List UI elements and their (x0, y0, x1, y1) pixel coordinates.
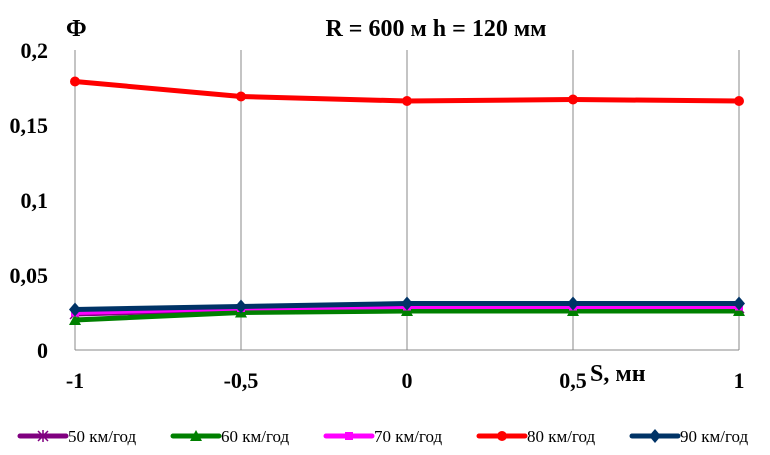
data-point-diamond (69, 302, 81, 317)
legend-label: 70 км/год (374, 427, 443, 446)
y-axis-label: Ф (66, 16, 87, 42)
x-tick-label: 0,5 (559, 368, 587, 393)
legend-label: 50 км/год (68, 427, 137, 446)
data-point-diamond (401, 296, 413, 311)
data-point-triangle (190, 430, 202, 441)
legend-item: 50 км/год (17, 427, 137, 446)
y-tick-label: 0,15 (10, 113, 49, 138)
legend-item: 70 км/год (323, 427, 443, 446)
data-point-star (37, 430, 49, 442)
legend-label: 80 км/год (527, 427, 596, 446)
series-3 (70, 76, 744, 106)
data-point-circle (70, 76, 80, 87)
legend-item: 80 км/год (476, 427, 596, 446)
y-tick-label: 0 (37, 338, 48, 363)
data-point-square (345, 432, 353, 440)
data-point-diamond (649, 429, 661, 443)
legend-item: 90 км/год (629, 427, 749, 446)
legend-item: 60 км/год (170, 427, 290, 446)
chart-title: R = 600 м h = 120 мм (325, 16, 546, 42)
x-tick-label: -1 (66, 368, 84, 393)
y-tick-label: 0,2 (21, 38, 49, 63)
legend-label: 60 км/год (221, 427, 290, 446)
data-point-circle (734, 96, 744, 106)
data-point-diamond (567, 296, 579, 311)
data-point-circle (497, 431, 507, 441)
data-point-circle (402, 96, 412, 106)
x-tick-label: -0,5 (224, 368, 259, 393)
data-point-triangle (69, 314, 81, 325)
y-tick-label: 0,1 (21, 188, 49, 213)
data-point-diamond (235, 299, 247, 314)
x-axis-label: S, мн (590, 361, 646, 387)
series-4 (69, 296, 745, 317)
data-point-circle (236, 91, 246, 102)
x-tick-label: 0 (402, 368, 413, 393)
legend-label: 90 км/год (680, 427, 749, 446)
x-tick-label: 1 (734, 368, 745, 393)
y-tick-label: 0,05 (10, 263, 49, 288)
data-point-circle (568, 94, 578, 105)
data-point-diamond (733, 296, 745, 311)
